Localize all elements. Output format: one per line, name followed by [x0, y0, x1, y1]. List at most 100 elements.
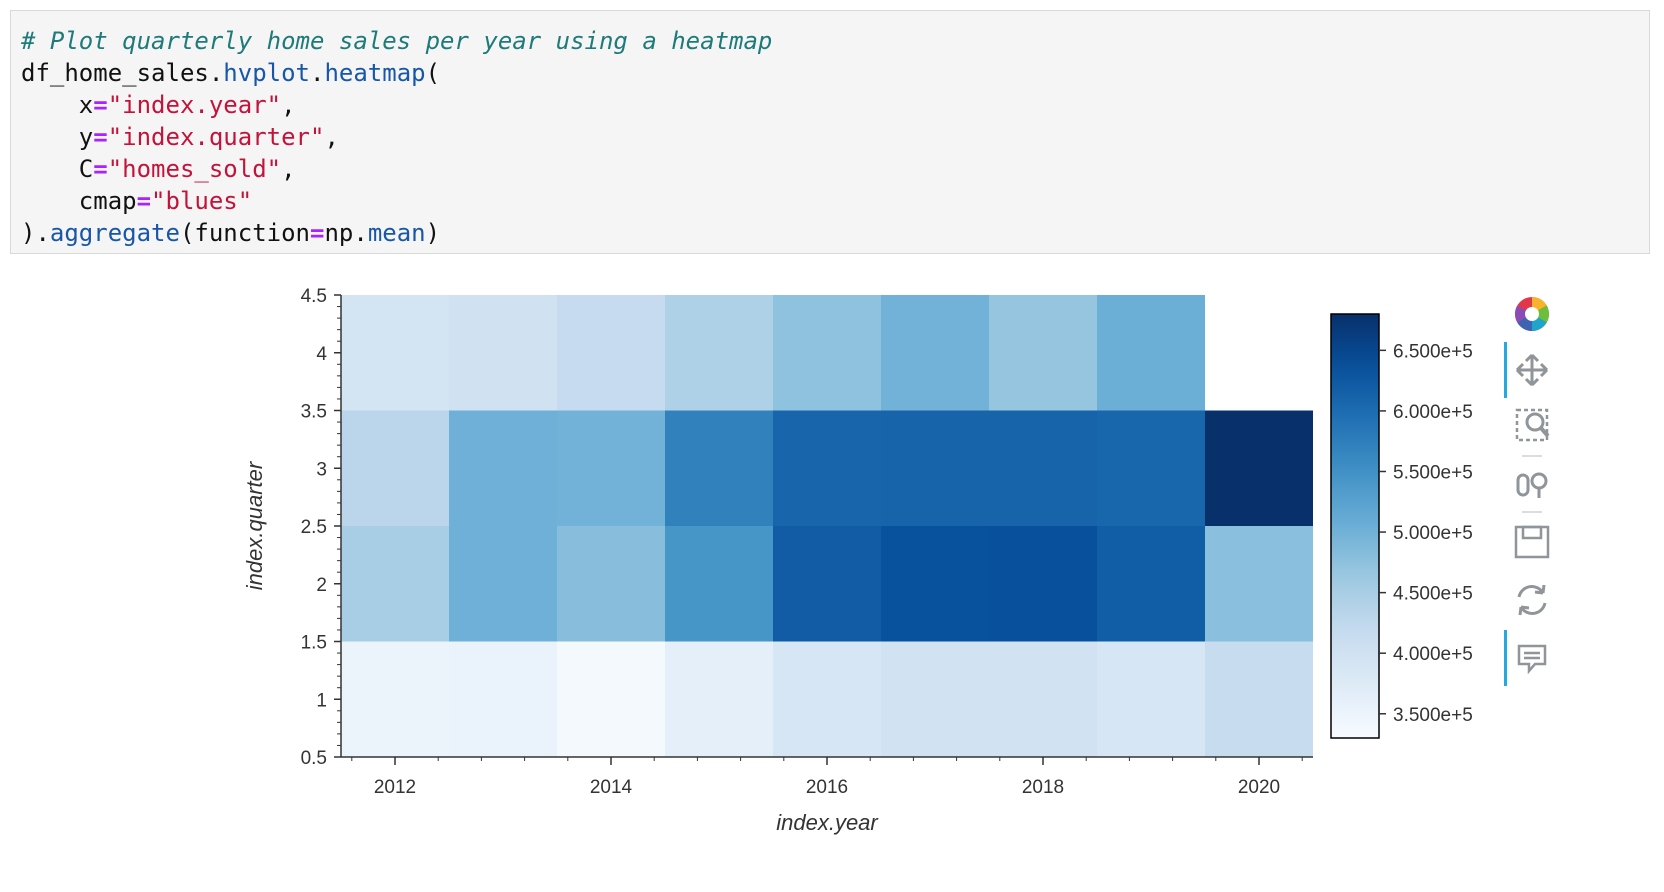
code-token: aggregate	[49, 219, 180, 247]
heatmap-cell	[1097, 295, 1205, 411]
code-cell[interactable]: # Plot quarterly home sales per year usi…	[10, 10, 1650, 254]
heatmap-cell	[1097, 641, 1205, 757]
heatmap-cell	[989, 410, 1097, 526]
pan-icon[interactable]	[1515, 353, 1549, 387]
hover-active-indicator	[1504, 630, 1507, 686]
heatmap-cell	[341, 410, 449, 526]
colorbar-tick-label: 4.500e+5	[1393, 584, 1473, 605]
y-tick-label: 4.5	[301, 286, 327, 307]
code-token: =	[93, 155, 108, 183]
heatmap-cell	[773, 410, 881, 526]
y-tick-label: 4	[316, 344, 327, 365]
heatmap-cell	[341, 526, 449, 642]
x-tick-label: 2014	[590, 777, 633, 798]
y-tick-label: 1	[316, 690, 327, 711]
code-token: x	[78, 91, 94, 119]
code-token: =	[310, 219, 325, 247]
heatmap-cell	[773, 295, 881, 411]
heatmap-cell	[665, 526, 773, 642]
heatmap-cell	[1205, 526, 1313, 642]
code-token: =	[136, 187, 152, 215]
heatmap-cell	[1205, 410, 1313, 526]
code-token: ,	[281, 91, 296, 119]
heatmap-cell	[773, 526, 881, 642]
x-tick-label: 2018	[1022, 777, 1064, 798]
heatmap-cell	[1097, 410, 1205, 526]
wheel-zoom-icon[interactable]	[1516, 472, 1548, 498]
code-token: cmap	[78, 187, 137, 215]
heatmap-cell	[881, 295, 989, 411]
code-token: np.	[324, 219, 368, 247]
heatmap-cell	[881, 410, 989, 526]
heatmap-cell	[341, 295, 449, 411]
y-tick-label: 3.5	[301, 402, 327, 423]
colorbar-tick-label: 4.000e+5	[1393, 644, 1473, 665]
reset-icon[interactable]	[1517, 584, 1547, 616]
heatmap-cell	[449, 410, 557, 526]
colorbar-tick-label: 3.500e+5	[1393, 705, 1473, 726]
colorbar-tick-label: 5.000e+5	[1393, 523, 1473, 544]
colorbar: 3.500e+5 4.000e+5 4.500e+5 5.000e+5 5.500e+5…	[1330, 313, 1473, 739]
pan-active-indicator	[1504, 342, 1507, 398]
code-token: ).	[21, 219, 50, 247]
x-tick-label: 2020	[1238, 777, 1280, 798]
heatmap-cell	[557, 526, 665, 642]
box-zoom-icon[interactable]	[1515, 408, 1550, 442]
heatmap-cell	[341, 641, 449, 757]
y-tick-label: 1.5	[301, 633, 327, 654]
code-token: =	[93, 123, 108, 151]
y-tick-label: 3	[316, 459, 327, 480]
heatmap-cell	[881, 641, 989, 757]
code-token: C	[78, 155, 94, 183]
code-token: mean	[367, 219, 426, 247]
y-axis-label: index.quarter	[242, 460, 267, 590]
code-comment: # Plot quarterly home sales per year usi…	[21, 27, 773, 55]
heatmap-cell	[1205, 641, 1313, 757]
heatmap-cell	[665, 410, 773, 526]
heatmap-cell	[989, 295, 1097, 411]
heatmap-cell	[557, 295, 665, 411]
axes: 0.5 1 1.5 2 2.5 3 3.5 4 4.5 2012 2014 2016 2018 2020	[301, 286, 1313, 798]
code-token: hvplot	[223, 59, 310, 87]
code-token: y	[78, 123, 94, 151]
heatmap-cell	[449, 641, 557, 757]
code-token: )	[425, 219, 441, 247]
colorbar-tick-label: 6.500e+5	[1393, 341, 1473, 362]
heatmap-cell	[665, 641, 773, 757]
heatmap-cell	[989, 526, 1097, 642]
heatmap-cell	[449, 526, 557, 642]
colorbar-tick-label: 6.000e+5	[1393, 402, 1473, 423]
colorbar-tick-label: 5.500e+5	[1393, 462, 1473, 483]
heatmap-cells	[341, 295, 1313, 757]
heatmap-cell	[557, 641, 665, 757]
code-token: heatmap	[324, 59, 426, 87]
bokeh-logo-icon[interactable]	[1515, 297, 1549, 331]
x-axis-label: index.year	[776, 810, 879, 835]
heatmap-cell	[665, 295, 773, 411]
plot-toolbar	[1504, 297, 1550, 686]
y-tick-label: 2	[316, 575, 327, 596]
code-token: ,	[324, 123, 339, 151]
heatmap-cell	[449, 295, 557, 411]
code-token: "blues"	[151, 187, 253, 215]
code-token: (function	[179, 219, 310, 247]
code-token: df_home_sales.	[21, 59, 224, 87]
y-tick-label: 2.5	[301, 517, 327, 538]
code-token: "homes_sold"	[107, 155, 282, 183]
y-tick-label: 0.5	[301, 748, 327, 769]
heatmap-cell	[773, 641, 881, 757]
heatmap-cell	[881, 526, 989, 642]
code-token: "index.quarter"	[107, 123, 325, 151]
code-token: "index.year"	[107, 91, 282, 119]
hover-icon[interactable]	[1517, 644, 1547, 675]
code-text[interactable]: # Plot quarterly home sales per year usi…	[11, 11, 1649, 249]
x-tick-label: 2016	[806, 777, 848, 798]
code-token: =	[93, 91, 108, 119]
heatmap-cell	[557, 410, 665, 526]
colorbar-bar	[1330, 313, 1380, 739]
heatmap-cell	[989, 641, 1097, 757]
heatmap-cell	[1097, 526, 1205, 642]
save-icon[interactable]	[1514, 525, 1550, 559]
code-token: .	[310, 59, 325, 87]
